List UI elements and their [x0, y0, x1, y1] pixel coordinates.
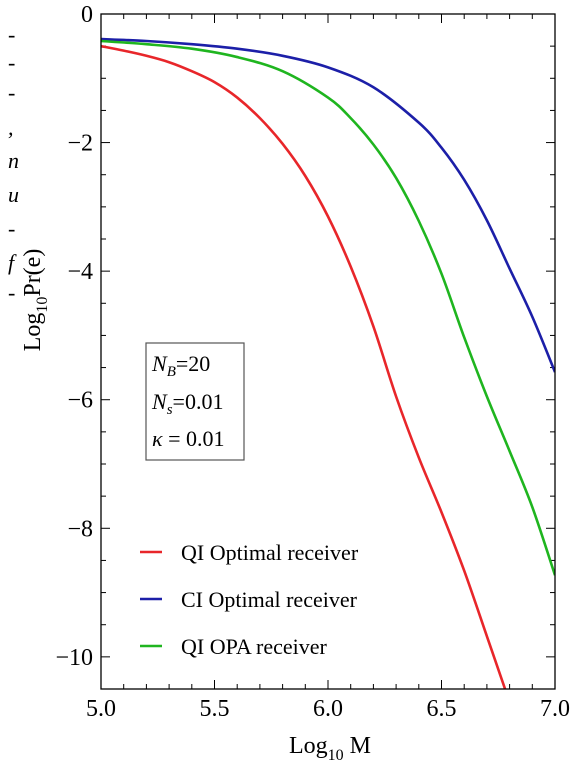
series-line-qi-opa-receiver [101, 39, 555, 576]
margin-glyph: - [8, 216, 15, 241]
y-axis-label: Log10Pr(e) [20, 249, 51, 352]
legend-label-qi-opa-receiver: QI OPA receiver [181, 634, 327, 659]
legend-label-qi-optimal-receiver: QI Optimal receiver [181, 540, 359, 565]
series-lines [101, 37, 555, 689]
series-line-qi-optimal-receiver [101, 44, 507, 689]
margin-text-fragments: - - - , n u - f - [8, 22, 19, 305]
margin-glyph: f [8, 250, 17, 275]
legend-label-ci-optimal-receiver: CI Optimal receiver [181, 587, 358, 612]
parameter-box-frame [145, 342, 245, 461]
x-axis-label: Log10 M [289, 733, 371, 764]
x-tick-label: 6.5 [427, 696, 457, 722]
margin-glyph: - [8, 280, 15, 305]
y-tick-label: −4 [67, 259, 93, 285]
x-tick-label: 6.0 [313, 696, 343, 722]
margin-glyph: , [8, 115, 14, 140]
tick-marks [100, 13, 556, 690]
margin-glyph: - [8, 50, 15, 75]
y-tick-label: −6 [67, 388, 93, 414]
x-tick-label: 5.0 [86, 696, 116, 722]
x-tick-label: 7.0 [540, 696, 570, 722]
margin-glyph: u [8, 182, 19, 207]
y-tick-label: −10 [55, 645, 93, 671]
plot-frame [100, 13, 556, 690]
y-tick-label: 0 [81, 2, 93, 28]
margin-glyph: n [8, 148, 19, 173]
legend: QI Optimal receiver CI Optimal receiver QI… [140, 540, 359, 659]
y-tick-label: −8 [67, 516, 93, 542]
margin-glyph: - [8, 80, 15, 105]
series-line-ci-optimal-receiver [101, 37, 555, 373]
y-tick-label: −2 [67, 131, 93, 157]
param-kappa: κ = 0.01 [152, 426, 224, 451]
param-nb: NB=20 [151, 351, 210, 380]
param-ns: Ns=0.01 [151, 389, 223, 418]
tick-labels: 5.0 5.5 6.0 6.5 7.0 0 −2 −4 −6 −8 −10 [55, 2, 570, 722]
margin-glyph: - [8, 22, 15, 47]
parameter-box: NB=20 Ns=0.01 κ = 0.01 [145, 342, 245, 461]
x-tick-label: 5.5 [200, 696, 230, 722]
